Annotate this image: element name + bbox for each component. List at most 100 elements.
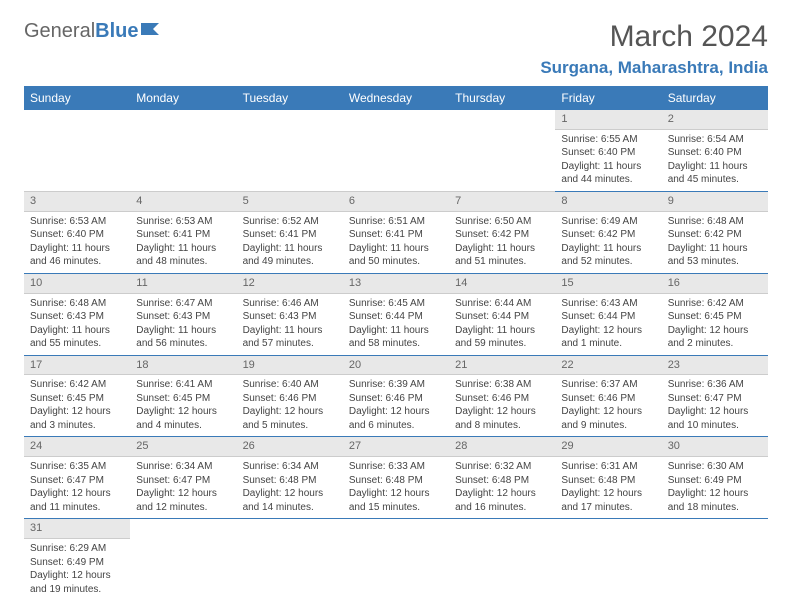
logo: GeneralBlue bbox=[24, 20, 163, 43]
sunset-text: Sunset: 6:45 PM bbox=[136, 392, 230, 406]
calendar-day-cell: 31Sunrise: 6:29 AMSunset: 6:49 PMDayligh… bbox=[24, 519, 130, 600]
calendar-day-cell bbox=[662, 519, 768, 600]
day-number: 23 bbox=[662, 356, 768, 376]
day-content: Sunrise: 6:54 AMSunset: 6:40 PMDaylight:… bbox=[662, 130, 768, 191]
day-content: Sunrise: 6:49 AMSunset: 6:42 PMDaylight:… bbox=[555, 212, 661, 273]
day-number: 20 bbox=[343, 356, 449, 376]
calendar-day-cell: 21Sunrise: 6:38 AMSunset: 6:46 PMDayligh… bbox=[449, 355, 555, 437]
sunrise-text: Sunrise: 6:49 AM bbox=[561, 215, 655, 229]
calendar-day-cell bbox=[24, 110, 130, 191]
day-number: 28 bbox=[449, 437, 555, 457]
sunset-text: Sunset: 6:40 PM bbox=[561, 146, 655, 160]
calendar-day-cell: 22Sunrise: 6:37 AMSunset: 6:46 PMDayligh… bbox=[555, 355, 661, 437]
daylight-text: Daylight: 12 hours and 19 minutes. bbox=[30, 569, 124, 596]
sunset-text: Sunset: 6:47 PM bbox=[30, 474, 124, 488]
sunrise-text: Sunrise: 6:47 AM bbox=[136, 297, 230, 311]
daylight-text: Daylight: 11 hours and 59 minutes. bbox=[455, 324, 549, 351]
calendar-day-cell: 17Sunrise: 6:42 AMSunset: 6:45 PMDayligh… bbox=[24, 355, 130, 437]
daylight-text: Daylight: 12 hours and 14 minutes. bbox=[243, 487, 337, 514]
sunrise-text: Sunrise: 6:41 AM bbox=[136, 378, 230, 392]
calendar-day-cell bbox=[130, 110, 236, 191]
day-content: Sunrise: 6:35 AMSunset: 6:47 PMDaylight:… bbox=[24, 457, 130, 518]
daylight-text: Daylight: 12 hours and 15 minutes. bbox=[349, 487, 443, 514]
calendar-week-row: 24Sunrise: 6:35 AMSunset: 6:47 PMDayligh… bbox=[24, 437, 768, 519]
calendar-day-cell: 8Sunrise: 6:49 AMSunset: 6:42 PMDaylight… bbox=[555, 191, 661, 273]
day-content: Sunrise: 6:51 AMSunset: 6:41 PMDaylight:… bbox=[343, 212, 449, 273]
calendar-day-cell: 13Sunrise: 6:45 AMSunset: 6:44 PMDayligh… bbox=[343, 273, 449, 355]
month-title: March 2024 bbox=[540, 20, 768, 54]
day-content: Sunrise: 6:48 AMSunset: 6:43 PMDaylight:… bbox=[24, 294, 130, 355]
calendar-day-cell: 27Sunrise: 6:33 AMSunset: 6:48 PMDayligh… bbox=[343, 437, 449, 519]
sunset-text: Sunset: 6:45 PM bbox=[30, 392, 124, 406]
sunrise-text: Sunrise: 6:45 AM bbox=[349, 297, 443, 311]
day-content: Sunrise: 6:48 AMSunset: 6:42 PMDaylight:… bbox=[662, 212, 768, 273]
calendar-day-cell: 4Sunrise: 6:53 AMSunset: 6:41 PMDaylight… bbox=[130, 191, 236, 273]
daylight-text: Daylight: 12 hours and 6 minutes. bbox=[349, 405, 443, 432]
day-content: Sunrise: 6:36 AMSunset: 6:47 PMDaylight:… bbox=[662, 375, 768, 436]
calendar-day-cell bbox=[343, 110, 449, 191]
day-content: Sunrise: 6:42 AMSunset: 6:45 PMDaylight:… bbox=[24, 375, 130, 436]
sunrise-text: Sunrise: 6:32 AM bbox=[455, 460, 549, 474]
calendar-day-cell: 5Sunrise: 6:52 AMSunset: 6:41 PMDaylight… bbox=[237, 191, 343, 273]
calendar-day-cell bbox=[237, 519, 343, 600]
calendar-day-cell: 26Sunrise: 6:34 AMSunset: 6:48 PMDayligh… bbox=[237, 437, 343, 519]
sunset-text: Sunset: 6:47 PM bbox=[668, 392, 762, 406]
daylight-text: Daylight: 12 hours and 10 minutes. bbox=[668, 405, 762, 432]
day-number: 24 bbox=[24, 437, 130, 457]
day-content: Sunrise: 6:40 AMSunset: 6:46 PMDaylight:… bbox=[237, 375, 343, 436]
calendar-day-cell bbox=[130, 519, 236, 600]
day-number: 21 bbox=[449, 356, 555, 376]
sunrise-text: Sunrise: 6:39 AM bbox=[349, 378, 443, 392]
daylight-text: Daylight: 12 hours and 9 minutes. bbox=[561, 405, 655, 432]
day-content: Sunrise: 6:41 AMSunset: 6:45 PMDaylight:… bbox=[130, 375, 236, 436]
daylight-text: Daylight: 12 hours and 16 minutes. bbox=[455, 487, 549, 514]
daylight-text: Daylight: 11 hours and 51 minutes. bbox=[455, 242, 549, 269]
daylight-text: Daylight: 11 hours and 44 minutes. bbox=[561, 160, 655, 187]
day-number: 26 bbox=[237, 437, 343, 457]
daylight-text: Daylight: 11 hours and 50 minutes. bbox=[349, 242, 443, 269]
sunset-text: Sunset: 6:46 PM bbox=[561, 392, 655, 406]
logo-text-general: General bbox=[24, 20, 95, 43]
daylight-text: Daylight: 12 hours and 3 minutes. bbox=[30, 405, 124, 432]
sunrise-text: Sunrise: 6:52 AM bbox=[243, 215, 337, 229]
day-number: 16 bbox=[662, 274, 768, 294]
sunset-text: Sunset: 6:43 PM bbox=[30, 310, 124, 324]
sunrise-text: Sunrise: 6:34 AM bbox=[243, 460, 337, 474]
sunrise-text: Sunrise: 6:44 AM bbox=[455, 297, 549, 311]
weekday-header: Tuesday bbox=[237, 86, 343, 110]
day-number: 7 bbox=[449, 192, 555, 212]
day-number: 29 bbox=[555, 437, 661, 457]
sunrise-text: Sunrise: 6:36 AM bbox=[668, 378, 762, 392]
sunrise-text: Sunrise: 6:33 AM bbox=[349, 460, 443, 474]
header: GeneralBlue March 2024 Surgana, Maharash… bbox=[24, 20, 768, 78]
weekday-header: Friday bbox=[555, 86, 661, 110]
sunset-text: Sunset: 6:42 PM bbox=[561, 228, 655, 242]
day-content: Sunrise: 6:53 AMSunset: 6:40 PMDaylight:… bbox=[24, 212, 130, 273]
calendar-day-cell: 14Sunrise: 6:44 AMSunset: 6:44 PMDayligh… bbox=[449, 273, 555, 355]
sunset-text: Sunset: 6:40 PM bbox=[30, 228, 124, 242]
sunrise-text: Sunrise: 6:30 AM bbox=[668, 460, 762, 474]
day-content: Sunrise: 6:43 AMSunset: 6:44 PMDaylight:… bbox=[555, 294, 661, 355]
day-content: Sunrise: 6:42 AMSunset: 6:45 PMDaylight:… bbox=[662, 294, 768, 355]
day-content: Sunrise: 6:47 AMSunset: 6:43 PMDaylight:… bbox=[130, 294, 236, 355]
calendar-day-cell: 20Sunrise: 6:39 AMSunset: 6:46 PMDayligh… bbox=[343, 355, 449, 437]
sunset-text: Sunset: 6:43 PM bbox=[243, 310, 337, 324]
daylight-text: Daylight: 11 hours and 55 minutes. bbox=[30, 324, 124, 351]
day-number: 5 bbox=[237, 192, 343, 212]
calendar-day-cell: 9Sunrise: 6:48 AMSunset: 6:42 PMDaylight… bbox=[662, 191, 768, 273]
calendar-day-cell: 12Sunrise: 6:46 AMSunset: 6:43 PMDayligh… bbox=[237, 273, 343, 355]
daylight-text: Daylight: 12 hours and 4 minutes. bbox=[136, 405, 230, 432]
daylight-text: Daylight: 11 hours and 56 minutes. bbox=[136, 324, 230, 351]
calendar-day-cell: 2Sunrise: 6:54 AMSunset: 6:40 PMDaylight… bbox=[662, 110, 768, 191]
sunrise-text: Sunrise: 6:38 AM bbox=[455, 378, 549, 392]
day-content: Sunrise: 6:55 AMSunset: 6:40 PMDaylight:… bbox=[555, 130, 661, 191]
sunset-text: Sunset: 6:44 PM bbox=[455, 310, 549, 324]
sunset-text: Sunset: 6:46 PM bbox=[349, 392, 443, 406]
day-content: Sunrise: 6:45 AMSunset: 6:44 PMDaylight:… bbox=[343, 294, 449, 355]
calendar-day-cell bbox=[449, 110, 555, 191]
calendar-day-cell bbox=[555, 519, 661, 600]
day-content: Sunrise: 6:39 AMSunset: 6:46 PMDaylight:… bbox=[343, 375, 449, 436]
day-number: 18 bbox=[130, 356, 236, 376]
calendar-day-cell: 1Sunrise: 6:55 AMSunset: 6:40 PMDaylight… bbox=[555, 110, 661, 191]
weekday-header: Saturday bbox=[662, 86, 768, 110]
